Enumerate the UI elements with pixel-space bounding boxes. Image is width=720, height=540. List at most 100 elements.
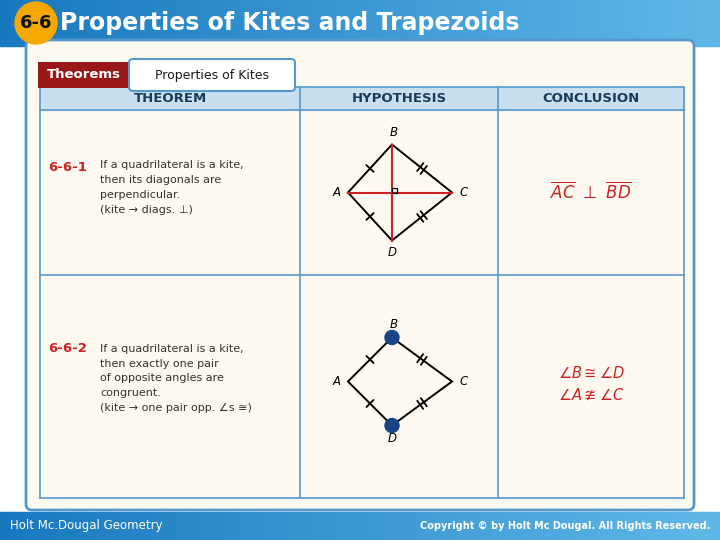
Bar bbox=[252, 0, 255, 46]
Bar bbox=[571, 0, 574, 46]
Text: Properties of Kites: Properties of Kites bbox=[155, 69, 269, 82]
Bar bbox=[319, 512, 322, 540]
Bar bbox=[178, 512, 181, 540]
Bar bbox=[0, 46, 720, 512]
Bar bbox=[394, 0, 397, 46]
Bar bbox=[202, 512, 204, 540]
Bar bbox=[2, 0, 5, 46]
Bar bbox=[77, 512, 80, 540]
Bar bbox=[29, 0, 32, 46]
Bar bbox=[660, 512, 663, 540]
Bar bbox=[590, 512, 593, 540]
Bar bbox=[629, 0, 631, 46]
Bar bbox=[574, 0, 577, 46]
Bar bbox=[204, 512, 207, 540]
Text: $\overline{AC}\ \bot\ \overline{BD}$: $\overline{AC}\ \bot\ \overline{BD}$ bbox=[550, 182, 632, 203]
Bar bbox=[549, 0, 552, 46]
Bar bbox=[338, 0, 341, 46]
Bar bbox=[401, 512, 404, 540]
Bar bbox=[94, 0, 96, 46]
Bar bbox=[621, 0, 624, 46]
Bar bbox=[290, 0, 293, 46]
Bar bbox=[617, 512, 620, 540]
Bar bbox=[696, 512, 699, 540]
Bar bbox=[679, 0, 682, 46]
Bar bbox=[718, 0, 720, 46]
Bar bbox=[245, 0, 248, 46]
Bar bbox=[317, 512, 320, 540]
Bar bbox=[163, 0, 166, 46]
Bar bbox=[653, 0, 656, 46]
Bar bbox=[70, 512, 73, 540]
Bar bbox=[353, 0, 356, 46]
Bar bbox=[245, 512, 248, 540]
Bar bbox=[362, 0, 365, 46]
Bar bbox=[137, 0, 140, 46]
Bar bbox=[178, 0, 181, 46]
Bar bbox=[156, 0, 159, 46]
Bar bbox=[540, 512, 543, 540]
Bar bbox=[315, 512, 318, 540]
Bar bbox=[175, 512, 178, 540]
Bar bbox=[583, 0, 586, 46]
Bar bbox=[84, 0, 87, 46]
Bar bbox=[117, 512, 120, 540]
Bar bbox=[667, 512, 670, 540]
Bar bbox=[149, 512, 152, 540]
Bar bbox=[384, 512, 387, 540]
Bar bbox=[79, 512, 82, 540]
Bar bbox=[554, 512, 557, 540]
Bar bbox=[554, 0, 557, 46]
Bar bbox=[302, 512, 305, 540]
Bar bbox=[667, 0, 670, 46]
Bar bbox=[578, 512, 581, 540]
Bar bbox=[473, 0, 476, 46]
Bar bbox=[12, 0, 15, 46]
Bar bbox=[317, 0, 320, 46]
Bar bbox=[86, 0, 89, 46]
Bar bbox=[130, 0, 132, 46]
Bar bbox=[504, 512, 507, 540]
Bar bbox=[679, 512, 682, 540]
Bar bbox=[132, 512, 135, 540]
Bar bbox=[14, 512, 17, 540]
Bar bbox=[607, 512, 610, 540]
Bar bbox=[99, 512, 102, 540]
Bar bbox=[43, 512, 46, 540]
Bar bbox=[626, 512, 629, 540]
Bar bbox=[502, 0, 505, 46]
Bar bbox=[715, 0, 718, 46]
Bar bbox=[14, 0, 17, 46]
Bar bbox=[192, 512, 195, 540]
Bar bbox=[693, 0, 696, 46]
Bar bbox=[487, 0, 490, 46]
Bar bbox=[240, 0, 243, 46]
Bar bbox=[122, 0, 125, 46]
Bar bbox=[521, 512, 523, 540]
Bar bbox=[403, 512, 406, 540]
Bar bbox=[459, 0, 462, 46]
Bar bbox=[336, 512, 339, 540]
Bar bbox=[53, 0, 55, 46]
Bar bbox=[257, 0, 260, 46]
Bar bbox=[211, 0, 214, 46]
Bar bbox=[446, 0, 449, 46]
Bar bbox=[531, 512, 534, 540]
Bar bbox=[0, 0, 3, 46]
Bar bbox=[110, 0, 113, 46]
Bar bbox=[218, 512, 221, 540]
Bar bbox=[466, 0, 469, 46]
Bar bbox=[617, 0, 620, 46]
Bar bbox=[542, 0, 545, 46]
Bar bbox=[641, 512, 644, 540]
Bar bbox=[365, 512, 368, 540]
Bar bbox=[418, 512, 420, 540]
Bar bbox=[605, 0, 608, 46]
Bar bbox=[261, 0, 264, 46]
Bar bbox=[686, 0, 689, 46]
Bar bbox=[151, 0, 154, 46]
Bar bbox=[12, 512, 15, 540]
Bar bbox=[353, 512, 356, 540]
Bar bbox=[338, 512, 341, 540]
Bar bbox=[228, 512, 231, 540]
